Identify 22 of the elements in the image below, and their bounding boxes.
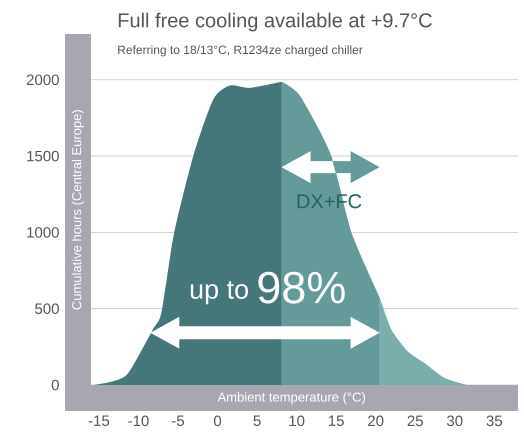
x-tick-label: -10 <box>128 416 149 426</box>
x-tick-label: 25 <box>408 416 423 426</box>
y-tick-label: 1000 <box>27 227 59 238</box>
x-tick-label: 30 <box>446 416 462 426</box>
x-tick-label: 20 <box>368 416 384 426</box>
x-tick-label: 10 <box>289 416 304 426</box>
annotation: 98% <box>258 272 345 304</box>
x-tick-label: 5 <box>253 416 261 426</box>
text: Referring to 18/13°C, R1234ze charged chiller <box>118 45 363 56</box>
annotation: up to <box>190 281 248 304</box>
y-tick-label: 1500 <box>27 150 59 162</box>
x-tick-label: -5 <box>172 416 184 426</box>
y-axis-title: Cumulative hours (Central Europe) <box>72 110 84 310</box>
x-tick-label: 0 <box>214 416 222 426</box>
y-tick-label: 0 <box>52 380 59 390</box>
x-axis-title: Ambient temperature (°C) <box>218 392 365 404</box>
chart-title: Full free cooling available at +9.7°C <box>118 12 432 32</box>
x-tick-label: 35 <box>486 416 502 426</box>
x-tick-label: 15 <box>328 416 344 426</box>
y-tick-label: 2000 <box>26 74 59 86</box>
x-tick-label: -15 <box>88 416 110 426</box>
y-tick-label: 500 <box>35 303 59 314</box>
